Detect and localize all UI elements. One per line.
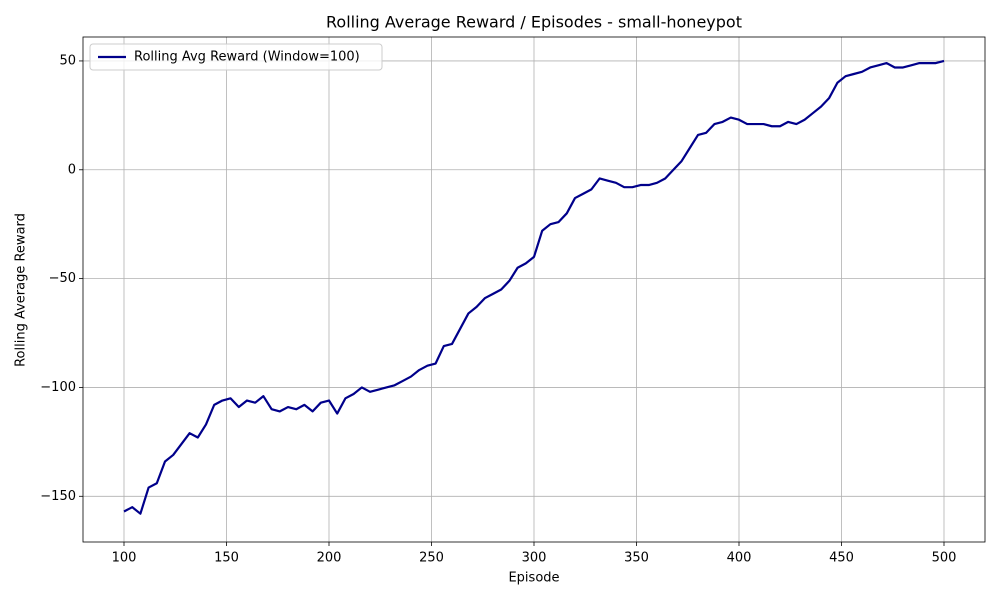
x-tick-label: 450: [829, 551, 854, 566]
x-tick-label: 150: [214, 551, 239, 566]
y-tick-label: 0: [68, 162, 76, 177]
plot-frame: [82, 36, 986, 543]
x-tick-label: 300: [522, 551, 547, 566]
legend-label: Rolling Avg Reward (Window=100): [134, 50, 360, 65]
x-tick-label: 200: [317, 551, 342, 566]
x-tick-label: 400: [727, 551, 752, 566]
x-axis-label: Episode: [508, 571, 559, 586]
legend-box: [89, 43, 383, 71]
y-tick-label: −150: [40, 489, 76, 504]
chart-title: Rolling Average Reward / Episodes - smal…: [326, 13, 742, 32]
y-axis-label: Rolling Average Reward: [14, 213, 29, 367]
y-tick-label: 50: [59, 53, 76, 68]
y-tick-label: −100: [40, 380, 76, 395]
x-tick-label: 250: [419, 551, 444, 566]
data-line: [123, 59, 945, 515]
x-tick-label: 500: [932, 551, 957, 566]
x-tick-label: 350: [624, 551, 649, 566]
x-tick-label: 100: [112, 551, 137, 566]
y-tick-label: −50: [49, 271, 76, 286]
